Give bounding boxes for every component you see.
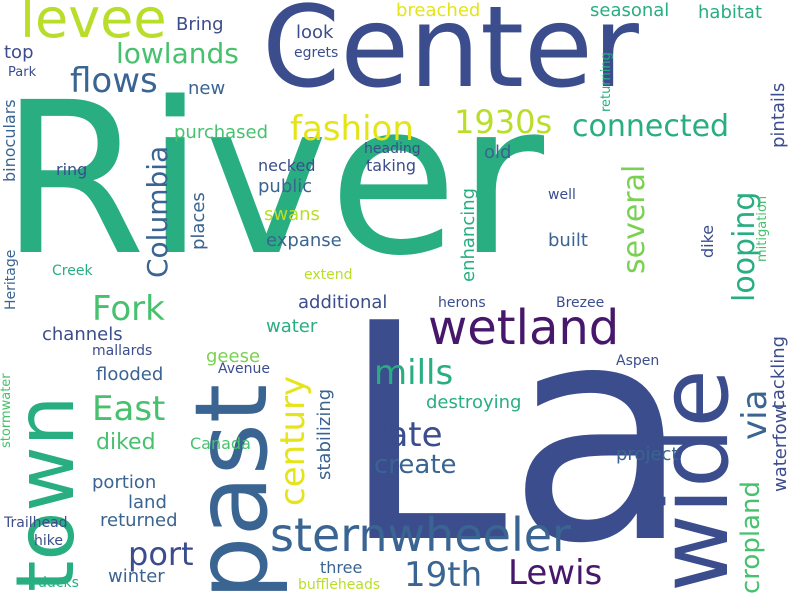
word-stormwater: stormwater	[0, 373, 14, 448]
word-flows: flows	[70, 61, 158, 101]
word-connected: connected	[572, 109, 730, 144]
word-geese: geese	[206, 346, 261, 367]
word-old: old	[484, 142, 512, 163]
word-avenue: Avenue	[218, 361, 271, 377]
word-additional: additional	[298, 292, 388, 313]
word-past: past	[173, 383, 290, 600]
word-buffleheads: buffleheads	[298, 577, 381, 593]
word-lowlands: lowlands	[116, 37, 239, 70]
word-portion: portion	[92, 472, 157, 493]
word-cropland: cropland	[736, 481, 766, 594]
word-several: several	[617, 164, 652, 274]
word-port: port	[128, 535, 194, 573]
word-trailhead: Trailhead	[4, 515, 68, 531]
word-public: public	[258, 176, 313, 197]
word-diked: diked	[96, 430, 156, 455]
word-returning: returning	[599, 52, 614, 112]
word-19th: 19th	[404, 555, 483, 595]
word-ducks: ducks	[38, 575, 79, 591]
word-creek: Creek	[52, 263, 93, 279]
word-mallards: mallards	[92, 343, 153, 359]
word-seasonal: seasonal	[590, 0, 670, 21]
word-century: century	[273, 375, 313, 506]
word-fashion: fashion	[290, 109, 414, 149]
word-1930s: 1930s	[454, 103, 553, 141]
word-ring: ring	[56, 160, 88, 179]
word-mills: mills	[374, 353, 454, 393]
word-three: three	[320, 558, 363, 577]
word-water: water	[266, 316, 318, 337]
word-well: well	[548, 187, 576, 203]
word-wide: wide	[640, 369, 750, 592]
word-land: land	[128, 492, 167, 513]
word-river: River	[0, 57, 545, 302]
word-expanse: expanse	[266, 230, 342, 251]
word-dike: dike	[698, 224, 717, 258]
word-town: town	[0, 395, 92, 592]
word-destroying: destroying	[426, 392, 522, 413]
word-binoculars: binoculars	[0, 99, 19, 182]
word-heritage: Heritage	[3, 249, 19, 310]
word-new: new	[188, 78, 226, 99]
word-look: look	[296, 22, 334, 43]
word-egrets: egrets	[294, 45, 339, 61]
word-hike: hike	[34, 533, 63, 549]
word-taking: taking	[366, 156, 417, 175]
word-enhancing: enhancing	[458, 187, 479, 282]
word-purchased: purchased	[174, 122, 269, 143]
word-columbia: Columbia	[141, 145, 174, 278]
word-places: places	[188, 192, 209, 250]
word-lewis: Lewis	[508, 553, 603, 593]
word-swans: swans	[264, 204, 320, 225]
word-canada: Canada	[190, 434, 251, 453]
word-extend: extend	[304, 267, 353, 283]
word-flooded: flooded	[96, 364, 164, 385]
word-channels: channels	[42, 324, 123, 345]
word-east: East	[92, 389, 166, 429]
word-aspen: Aspen	[616, 353, 660, 369]
word-heading: heading	[364, 141, 421, 157]
word-create: create	[374, 450, 457, 480]
word-late: late	[378, 415, 443, 455]
word-herons: herons	[438, 295, 486, 311]
word-center: Center	[262, 0, 639, 113]
word-cackling: cackling	[768, 335, 789, 410]
word-returned: returned	[100, 510, 178, 531]
word-project: project	[616, 444, 679, 465]
word-sternwheeler: sternwheeler	[270, 508, 571, 562]
word-winter: winter	[108, 566, 165, 587]
word-top: top	[4, 42, 34, 63]
word-brezee: Brezee	[556, 295, 605, 311]
word-wetland: wetland	[428, 300, 620, 356]
word-park: Park	[8, 65, 37, 80]
word-necked: necked	[258, 156, 316, 175]
word-fork: Fork	[92, 289, 165, 329]
word-built: built	[548, 230, 588, 251]
word-la: La	[340, 260, 691, 600]
word-levee: levee	[20, 0, 167, 50]
word-waterfowl: waterfowl	[770, 403, 791, 492]
word-via: via	[735, 389, 775, 440]
word-habitat: habitat	[698, 2, 763, 23]
word-breached: breached	[396, 0, 481, 21]
word-mitigation: mitigation	[755, 195, 770, 262]
word-pintails: pintails	[768, 82, 789, 148]
word-bring: Bring	[176, 14, 224, 35]
word-stabilizing: stabilizing	[314, 388, 335, 480]
